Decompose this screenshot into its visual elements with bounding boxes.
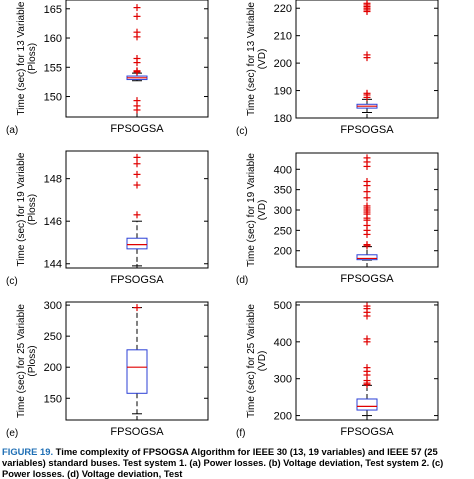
panel-label: (d) xyxy=(236,275,248,286)
outlier-marker xyxy=(363,312,371,320)
y-tick-label: 146 xyxy=(44,216,62,228)
y-axis-label-line: (Ploss) xyxy=(27,194,38,225)
boxplot-panel-2: 180 190 200 210 220 FPSOGSA (c) Time (sec) for … xyxy=(236,0,439,137)
y-axis-label: Time (sec) for 19 Variable(VD) xyxy=(246,153,268,267)
caption-label: FIGURE 19. xyxy=(2,446,54,457)
outlier-marker xyxy=(133,170,141,178)
y-tick-label: 200 xyxy=(44,362,62,374)
outlier-marker xyxy=(363,54,371,62)
panel-label: (c) xyxy=(6,276,18,287)
boxplot-panel-5: 150 200 250 300 FPSOGSA (e) Time (sec) for 25 … xyxy=(6,300,209,439)
y-tick-label: 160 xyxy=(44,33,62,45)
y-tick-label: 250 xyxy=(44,331,62,343)
outlier-marker xyxy=(133,153,141,161)
iqr-box xyxy=(356,398,378,411)
y-tick-label: 300 xyxy=(44,300,62,312)
figure-caption: FIGURE 19. Time complexity of FPSOGSA Al… xyxy=(2,446,472,479)
y-tick-label: 200 xyxy=(274,246,292,258)
outlier-marker xyxy=(133,181,141,189)
panel-label: (c) xyxy=(236,126,248,137)
y-axis-label-line: (VD) xyxy=(257,49,268,70)
y-tick-label: 144 xyxy=(44,259,62,271)
y-axis-label-line: Time (sec) for 13 Variable xyxy=(16,1,27,115)
outlier-marker xyxy=(363,8,371,16)
y-axis-label-line: Time (sec) for 13 Variable xyxy=(246,2,257,116)
y-tick-label: 165 xyxy=(44,4,62,16)
outlier-marker xyxy=(133,304,141,312)
outlier-marker xyxy=(133,68,141,76)
outlier-marker xyxy=(363,194,371,202)
y-axis-label-line: (VD) xyxy=(257,200,268,221)
outlier-marker xyxy=(133,160,141,168)
panel-label: (e) xyxy=(6,428,18,439)
outlier-marker xyxy=(133,12,141,20)
outlier-marker xyxy=(363,230,371,238)
x-tick-label: FPSOGSA xyxy=(340,273,394,285)
y-tick-label: 155 xyxy=(44,62,62,74)
boxplot-panel-6: 200 300 400 500 FPSOGSA (f) Time (sec) for 25 … xyxy=(236,300,439,439)
y-tick-label: 180 xyxy=(274,113,292,125)
y-axis-label-line: (VD) xyxy=(257,351,268,372)
outlier-marker xyxy=(363,93,371,101)
boxplot-panel-4: 200 250 300 350 400 FPSOGSA (d) Time (sec) for … xyxy=(236,152,439,286)
y-axis-label: Time (sec) for 13 Variable(VD) xyxy=(246,2,268,116)
y-axis-label-line: Time (sec) for 19 Variable xyxy=(246,153,257,267)
y-tick-label: 350 xyxy=(274,185,292,197)
y-tick-label: 250 xyxy=(274,225,292,237)
iqr-box xyxy=(126,349,148,394)
y-tick-label: 300 xyxy=(274,374,292,386)
boxplot-panel-3: 144 146 148 FPSOGSA (c) Time (sec) for 19 Var… xyxy=(6,150,209,287)
y-axis-label: Time (sec) for 19 Variable(Ploss) xyxy=(16,152,38,266)
outlier-marker xyxy=(363,242,371,250)
y-tick-label: 150 xyxy=(44,393,62,405)
iqr-box xyxy=(126,237,148,250)
y-tick-label: 200 xyxy=(274,411,292,423)
y-tick-label: 148 xyxy=(44,174,62,186)
y-tick-label: 500 xyxy=(274,300,292,312)
outlier-marker xyxy=(133,106,141,114)
outlier-marker xyxy=(363,182,371,190)
y-axis-label: Time (sec) for 25 Variable(Ploss) xyxy=(16,304,38,418)
outlier-marker xyxy=(133,59,141,67)
y-tick-label: 400 xyxy=(274,164,292,176)
outlier-marker xyxy=(133,211,141,219)
y-tick-label: 150 xyxy=(44,92,62,104)
panel-label: (f) xyxy=(236,428,245,439)
x-tick-label: FPSOGSA xyxy=(110,426,164,438)
x-tick-label: FPSOGSA xyxy=(340,426,394,438)
y-axis-label-line: Time (sec) for 25 Variable xyxy=(246,304,257,418)
panel-label: (a) xyxy=(6,125,18,136)
outlier-marker xyxy=(133,33,141,41)
x-tick-label: FPSOGSA xyxy=(340,124,394,136)
y-tick-label: 200 xyxy=(274,58,292,70)
y-axis-label-line: (Ploss) xyxy=(27,345,38,376)
y-tick-label: 300 xyxy=(274,205,292,217)
x-tick-label: FPSOGSA xyxy=(110,123,164,135)
outlier-marker xyxy=(133,4,141,12)
y-tick-label: 210 xyxy=(274,31,292,43)
y-axis-label-line: (Ploss) xyxy=(27,43,38,74)
y-tick-label: 220 xyxy=(274,3,292,15)
y-axis-label-line: Time (sec) for 25 Variable xyxy=(16,304,27,418)
x-tick-label: FPSOGSA xyxy=(110,274,164,286)
iqr-box xyxy=(356,254,378,261)
y-axis-label: Time (sec) for 25 Variable(VD) xyxy=(246,304,268,418)
boxplot-panel-1: 150 155 160 165 FPSOGSA (a) Time (sec) for 13 … xyxy=(6,0,209,136)
y-axis-label: Time (sec) for 13 Variable(Ploss) xyxy=(16,1,38,115)
y-tick-label: 400 xyxy=(274,337,292,349)
outlier-marker xyxy=(363,381,371,389)
y-axis-label-line: Time (sec) for 19 Variable xyxy=(16,152,27,266)
outlier-marker xyxy=(363,338,371,346)
outlier-marker xyxy=(363,162,371,170)
caption-text: Time complexity of FPSOGSA Algorithm for… xyxy=(2,446,444,479)
outlier-marker xyxy=(363,188,371,196)
y-tick-label: 190 xyxy=(274,86,292,98)
